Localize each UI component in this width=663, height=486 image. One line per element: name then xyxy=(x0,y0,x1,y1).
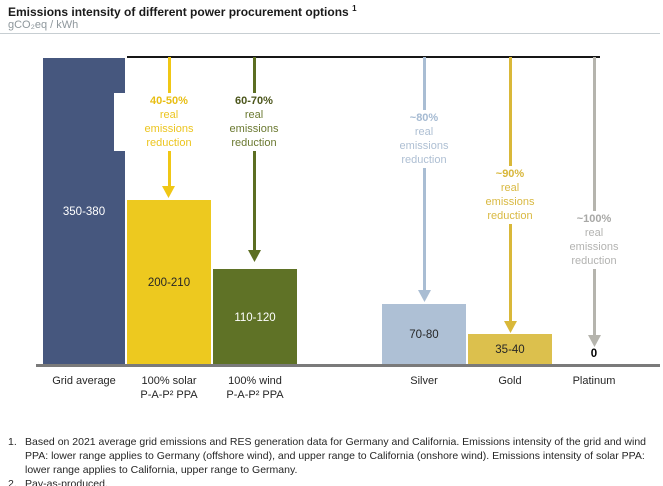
annotation-headline: ~100% xyxy=(576,213,612,225)
x-axis-baseline xyxy=(36,364,660,367)
axis-label-wind: 100% wind P-A-P² PPA xyxy=(200,374,310,402)
footnote-1: 1. Based on 2021 average grid emissions … xyxy=(8,435,663,477)
annotation-silver-reduction: ~80% real emissions reduction xyxy=(369,110,479,168)
annotation-line: real xyxy=(500,182,520,194)
title-footnote-marker: 1 xyxy=(352,4,357,13)
arrowhead-gold xyxy=(504,321,517,333)
footnote-line: lower range applies to California, upper… xyxy=(25,464,298,476)
reduction-arrow-platinum xyxy=(593,57,596,335)
bar-solar-ppa: 200-210 xyxy=(127,200,211,366)
footnote-line: Based on 2021 average grid emissions and… xyxy=(25,436,647,448)
annotation-line: real xyxy=(244,109,264,121)
bar-value-label: 35-40 xyxy=(495,344,525,356)
bar-grid-average: 350-380 xyxy=(43,58,125,366)
axis-label-line: Silver xyxy=(410,375,438,387)
axis-label-line: Grid average xyxy=(52,375,116,387)
footnote-text: Based on 2021 average grid emissions and… xyxy=(25,435,663,477)
footnote-text: Pay-as-produced. xyxy=(25,477,663,486)
annotation-headline: ~90% xyxy=(495,168,525,180)
bar-gold: 35-40 xyxy=(468,334,552,366)
annotation-wind-reduction: 60-70% real emissions reduction xyxy=(199,93,309,151)
annotation-line: emissions xyxy=(229,123,279,135)
axis-label-solar: 100% solar P-A-P² PPA xyxy=(114,374,224,402)
axis-label-line: P-A-P² PPA xyxy=(140,389,198,401)
chart-unit-label: gCO₂eq / kWh xyxy=(8,19,79,31)
footnote-number: 2. xyxy=(8,478,17,486)
axis-label-line: Platinum xyxy=(572,375,616,387)
annotation-line: reduction xyxy=(231,137,277,149)
axis-label-line: 100% wind xyxy=(228,375,282,387)
bar-value-label-platinum: 0 xyxy=(590,348,598,360)
annotation-line: real xyxy=(159,109,179,121)
arrowhead-platinum xyxy=(588,335,601,347)
arrowhead-silver xyxy=(418,290,431,302)
axis-label-gold: Gold xyxy=(455,374,565,388)
bar-silver: 70-80 xyxy=(382,304,466,366)
axis-label-line: P-A-P² PPA xyxy=(226,389,284,401)
bar-value-label: 350-380 xyxy=(62,206,106,218)
annotation-line: real xyxy=(584,227,604,239)
footnote-2: 2. Pay-as-produced. xyxy=(8,477,663,486)
reduction-arrow-wind xyxy=(253,57,256,250)
annotation-line: emissions xyxy=(569,241,619,253)
axis-label-silver: Silver xyxy=(369,374,479,388)
footnote-number: 1. xyxy=(8,436,17,448)
annotation-line: reduction xyxy=(487,210,533,222)
footnote-line: Pay-as-produced. xyxy=(25,478,108,486)
page-title: Emissions intensity of different power p… xyxy=(8,4,357,19)
annotation-headline: 40-50% xyxy=(150,95,188,107)
annotation-line: emissions xyxy=(144,123,194,135)
footnotes: 1. Based on 2021 average grid emissions … xyxy=(8,435,663,486)
annotation-line: reduction xyxy=(146,137,192,149)
annotation-line: emissions xyxy=(485,196,535,208)
chart-top-rule xyxy=(127,56,600,58)
page-title-text: Emissions intensity of different power p… xyxy=(8,5,349,19)
annotation-line: reduction xyxy=(571,255,617,267)
annotation-platinum-reduction: ~100% real emissions reduction xyxy=(539,211,649,269)
footnote-line: PPA: lower range applies to Germany (off… xyxy=(25,450,645,462)
axis-label-platinum: Platinum xyxy=(539,374,649,388)
annotation-line: reduction xyxy=(401,154,447,166)
annotation-line: real xyxy=(414,126,434,138)
arrowhead-solar xyxy=(162,186,175,198)
bar-wind-ppa: 110-120 xyxy=(213,269,297,366)
annotation-line: emissions xyxy=(399,140,449,152)
arrowhead-wind xyxy=(248,250,261,262)
annotation-headline: 60-70% xyxy=(235,95,273,107)
bar-value-label: 110-120 xyxy=(234,311,276,324)
bar-value-label: 200-210 xyxy=(147,277,191,289)
axis-label-line: Gold xyxy=(498,375,522,387)
bar-value-label: 70-80 xyxy=(409,329,439,341)
axis-label-grid-average: Grid average xyxy=(29,374,139,388)
annotation-headline: ~80% xyxy=(409,112,439,124)
header-divider xyxy=(0,33,660,34)
axis-label-line: 100% solar xyxy=(141,375,197,387)
reduction-arrow-silver xyxy=(423,57,426,290)
